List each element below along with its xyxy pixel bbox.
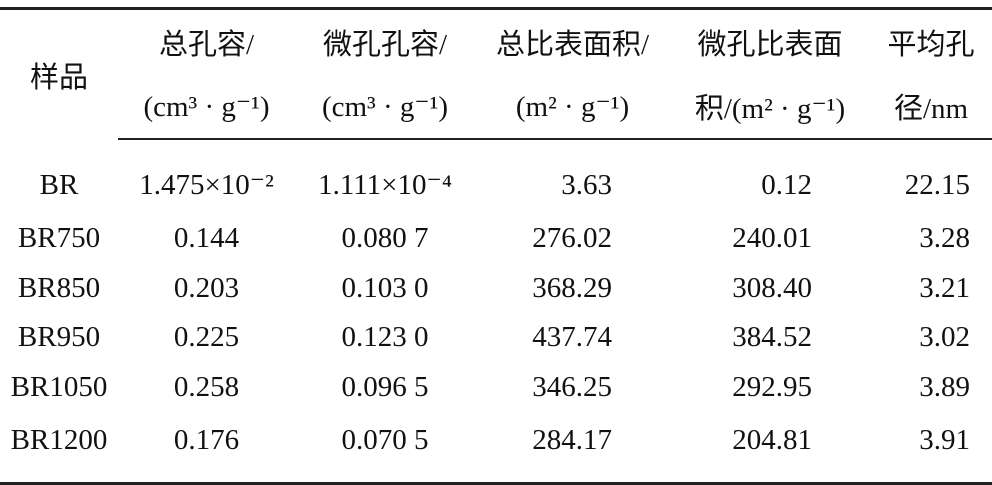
value-cell: 0.176 [173,424,240,456]
value-cell: 0.096 5 [341,370,429,403]
value-cell: 3.63 [561,169,612,201]
header-cell: (m² · g⁻¹) [475,74,670,140]
header-cell: 总比表面积/ [495,29,650,61]
header-cell: (cm³ · g⁻¹) [118,74,295,140]
header-cell: (cm³ · g⁻¹) [295,74,475,140]
sample-cell: BR950 [17,321,101,354]
table-row: BR 1.475×10⁻² 1.111×10⁻⁴ 3.63 0.12 22.15 [0,139,992,214]
sample-cell: BR [39,169,79,201]
value-cell: 308.40 [732,271,812,304]
value-cell: 368.29 [532,271,612,304]
value-cell: 346.25 [532,370,612,403]
data-table: 样品 总孔容/微孔孔容/总比表面积/微孔比表面 平均孔 (cm³ · g⁻¹) (cm… [0,7,992,485]
table-row: BR1050 0.258 0.096 5 346.25 292.95 3.89 [0,363,992,413]
table-body: BR 1.475×10⁻² 1.111×10⁻⁴ 3.63 0.12 22.15 BR750… [0,139,992,484]
value-cell: 3.21 [919,271,970,304]
table-row: BR1200 0.176 0.070 5 284.17 204.81 3.91 [0,412,992,484]
value-cell: 0.070 5 [341,424,429,456]
value-cell: 0.258 [173,370,240,403]
sample-cell: BR750 [17,222,101,255]
value-cell: 3.91 [919,424,970,456]
value-cell: 3.02 [919,321,970,354]
table-row: BR850 0.203 0.103 0 368.29 308.40 3.21 [0,264,992,314]
value-cell: 240.01 [732,222,812,255]
value-cell: 0.203 [173,271,240,304]
value-cell: 0.12 [761,169,812,201]
value-cell: 0.080 7 [341,222,429,255]
sample-cell: BR850 [17,271,101,304]
header-cell: 样品 [29,61,88,94]
header-cell: 微孔比表面 [697,29,843,61]
value-cell: 1.111×10⁻⁴ [318,169,452,201]
table-header: 样品 总孔容/微孔孔容/总比表面积/微孔比表面 平均孔 (cm³ · g⁻¹) (cm… [0,9,992,140]
value-cell: 0.123 0 [341,321,429,354]
value-cell: 276.02 [532,222,612,255]
value-cell: 0.103 0 [341,271,429,304]
sample-cell: BR1050 [10,370,108,403]
header-cell: 总孔容/ [158,29,255,61]
header-row: (cm³ · g⁻¹) (cm³ · g⁻¹) (m² · g⁻¹) 积/(m² · … [0,74,992,140]
value-cell: 3.89 [919,370,970,403]
value-cell: 0.144 [173,222,240,255]
value-cell: 437.74 [532,321,612,354]
header-cell: 平均孔 [887,29,975,61]
value-cell: 384.52 [732,321,812,354]
page: 样品 总孔容/微孔孔容/总比表面积/微孔比表面 平均孔 (cm³ · g⁻¹) (cm… [0,7,992,485]
value-cell: 284.17 [532,424,612,456]
header-cell: 微孔孔容/ [322,29,448,61]
header-cell: 径/nm [870,74,992,140]
value-cell: 204.81 [732,424,812,456]
table-row: BR950 0.225 0.123 0 437.74 384.52 3.02 [0,313,992,363]
table-row: BR750 0.144 0.080 7 276.02 240.01 3.28 [0,214,992,264]
value-cell: 1.475×10⁻² [139,169,274,201]
value-cell: 292.95 [732,370,812,403]
value-cell: 3.28 [919,222,970,255]
value-cell: 22.15 [904,169,970,201]
value-cell: 0.225 [173,321,240,354]
header-cell: 积/(m² · g⁻¹) [670,74,870,140]
header-row: 样品 总孔容/微孔孔容/总比表面积/微孔比表面 平均孔 [0,9,992,94]
sample-cell: BR1200 [10,424,108,456]
